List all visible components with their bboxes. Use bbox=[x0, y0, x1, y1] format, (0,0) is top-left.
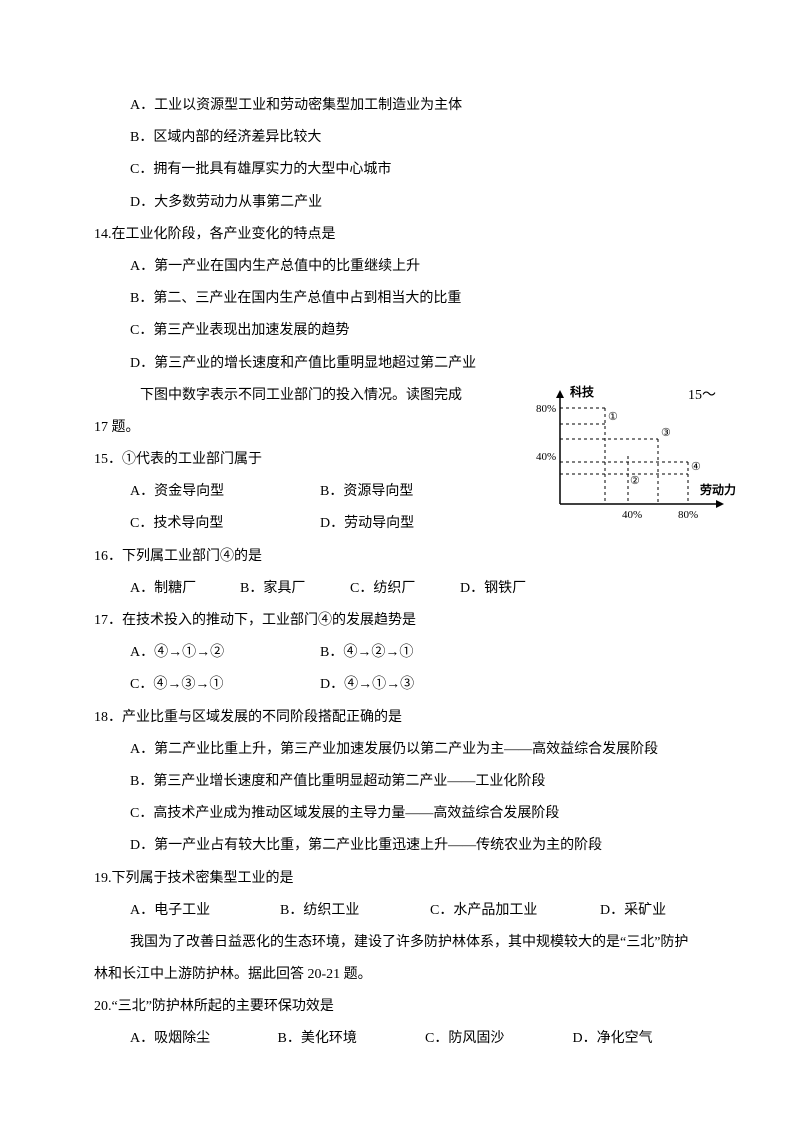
q13-option-c: C．拥有一批具有雄厚实力的大型中心城市 bbox=[90, 154, 720, 186]
q13-option-a: A．工业以资源型工业和劳动密集型加工制造业为主体 bbox=[90, 90, 720, 122]
q19-option-d: D．采矿业 bbox=[600, 895, 666, 927]
q17-options-row2: C．④→③→① D．④→①→③ bbox=[90, 669, 720, 701]
q14-stem: 14.在工业化阶段，各产业变化的特点是 bbox=[90, 219, 720, 251]
exam-page: A．工业以资源型工业和劳动密集型加工制造业为主体 B．区域内部的经济差异比较大 … bbox=[0, 0, 800, 1116]
x-label-80: 80% bbox=[678, 509, 698, 521]
q18-stem: 18．产业比重与区域发展的不同阶段搭配正确的是 bbox=[90, 702, 720, 734]
q16-option-c: C．纺织厂 bbox=[350, 573, 460, 605]
chart-mark-2: ② bbox=[630, 475, 640, 487]
q18-option-b: B．第三产业增长速度和产值比重明显超动第二产业——工业化阶段 bbox=[90, 766, 720, 798]
q16-option-a: A．制糖厂 bbox=[130, 573, 240, 605]
q18-option-c: C．高技术产业成为推动区域发展的主导力量——高效益综合发展阶段 bbox=[90, 798, 720, 830]
q19-option-a: A．电子工业 bbox=[130, 895, 280, 927]
x-label-40: 40% bbox=[622, 509, 642, 521]
q15-option-b: B．资源导向型 bbox=[320, 476, 413, 508]
q19-option-c: C．水产品加工业 bbox=[430, 895, 600, 927]
context-20-b: 林和长江中上游防护林。据此回答 20-21 题。 bbox=[90, 959, 720, 991]
q20-options: A．吸烟除尘 B．美化环境 C．防风固沙 D．净化空气 bbox=[90, 1023, 720, 1055]
q17-option-b: B．④→②→① bbox=[320, 637, 413, 669]
q15-option-c: C．技术导向型 bbox=[130, 508, 320, 540]
q14-option-a: A．第一产业在国内生产总值中的比重继续上升 bbox=[90, 251, 720, 283]
q15-option-a: A．资金导向型 bbox=[130, 476, 320, 508]
q17-options-row1: A．④→①→② B．④→②→① bbox=[90, 637, 720, 669]
q19-option-b: B．纺织工业 bbox=[280, 895, 430, 927]
y-label-40: 40% bbox=[536, 451, 556, 463]
x-axis-title: 劳动力 bbox=[700, 482, 736, 497]
q19-stem: 19.下列属于技术密集型工业的是 bbox=[90, 863, 720, 895]
q17-option-a: A．④→①→② bbox=[130, 637, 320, 669]
q14-option-c: C．第三产业表现出加速发展的趋势 bbox=[90, 315, 720, 347]
q20-option-d: D．净化空气 bbox=[573, 1023, 721, 1055]
chart-svg: 80% 40% 40% 80% 科技 劳动力 ① ③ bbox=[530, 384, 740, 524]
q20-option-c: C．防风固沙 bbox=[425, 1023, 573, 1055]
q19-options: A．电子工业 B．纺织工业 C．水产品加工业 D．采矿业 bbox=[90, 895, 720, 927]
q20-stem: 20.“三北”防护林所起的主要环保功效是 bbox=[90, 991, 720, 1023]
q20-option-b: B．美化环境 bbox=[278, 1023, 426, 1055]
q16-option-d: D．钢铁厂 bbox=[460, 573, 610, 605]
q14-option-d: D．第三产业的增长速度和产值比重明显地超过第二产业 bbox=[90, 348, 720, 380]
q16-option-b: B．家具厂 bbox=[240, 573, 350, 605]
chart-mark-1: ① bbox=[608, 411, 618, 423]
y-label-80: 80% bbox=[536, 403, 556, 415]
q20-option-a: A．吸烟除尘 bbox=[130, 1023, 278, 1055]
q13-option-b: B．区域内部的经济差异比较大 bbox=[90, 122, 720, 154]
y-axis-arrow-icon bbox=[556, 390, 564, 398]
y-axis-title: 科技 bbox=[570, 384, 595, 399]
chart-mark-4: ④ bbox=[691, 461, 701, 473]
context-20-a: 我国为了改善日益恶化的生态环境，建设了许多防护林体系，其中规模较大的是“三北”防… bbox=[90, 927, 720, 959]
q18-option-d: D．第一产业占有较大比重，第二产业比重迅速上升——传统农业为主的阶段 bbox=[90, 830, 720, 862]
chart-mark-3: ③ bbox=[661, 427, 671, 439]
industry-input-chart: 80% 40% 40% 80% 科技 劳动力 ① ③ bbox=[530, 384, 740, 524]
x-axis-arrow-icon bbox=[716, 500, 724, 508]
q16-stem: 16．下列属工业部门④的是 bbox=[90, 541, 720, 573]
q16-options: A．制糖厂 B．家具厂 C．纺织厂 D．钢铁厂 bbox=[90, 573, 720, 605]
q15-option-d: D．劳动导向型 bbox=[320, 508, 414, 540]
q18-option-a: A．第二产业比重上升，第三产业加速发展仍以第二产业为主——高效益综合发展阶段 bbox=[90, 734, 720, 766]
q17-option-d: D．④→①→③ bbox=[320, 669, 414, 701]
q17-option-c: C．④→③→① bbox=[130, 669, 320, 701]
q13-option-d: D．大多数劳动力从事第二产业 bbox=[90, 187, 720, 219]
q17-stem: 17．在技术投入的推动下，工业部门④的发展趋势是 bbox=[90, 605, 720, 637]
q14-option-b: B．第二、三产业在国内生产总值中占到相当大的比重 bbox=[90, 283, 720, 315]
